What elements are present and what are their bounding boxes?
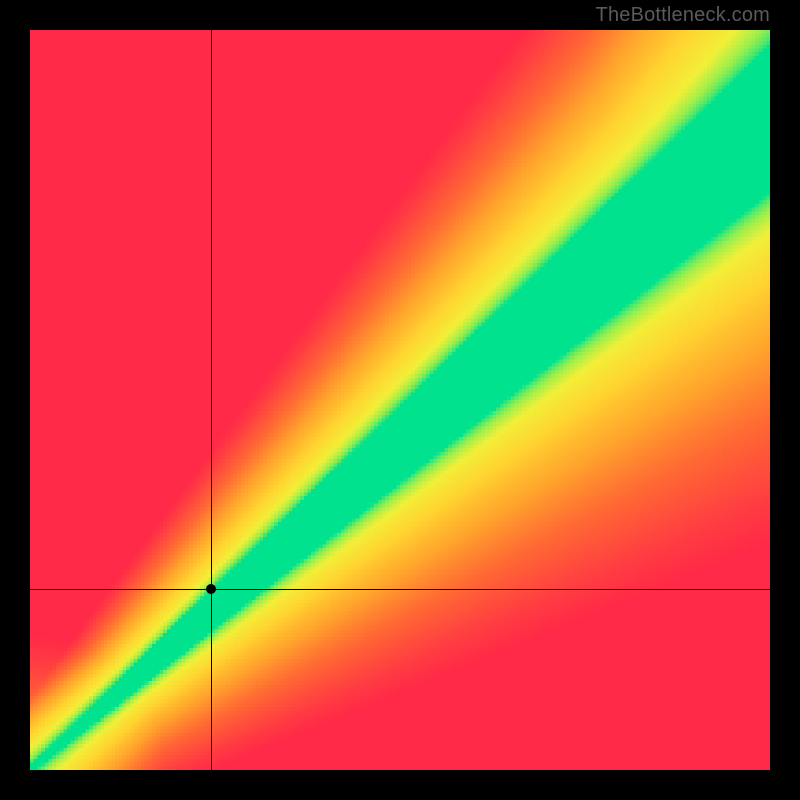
- bottleneck-heatmap-card: TheBottleneck.com: [0, 0, 800, 800]
- watermark-text: TheBottleneck.com: [596, 4, 770, 27]
- plot-area: [30, 30, 770, 770]
- crosshair-vertical-line: [211, 30, 212, 770]
- crosshair-marker-dot: [206, 584, 216, 594]
- crosshair-horizontal-line: [30, 589, 770, 590]
- heatmap-canvas: [30, 30, 770, 770]
